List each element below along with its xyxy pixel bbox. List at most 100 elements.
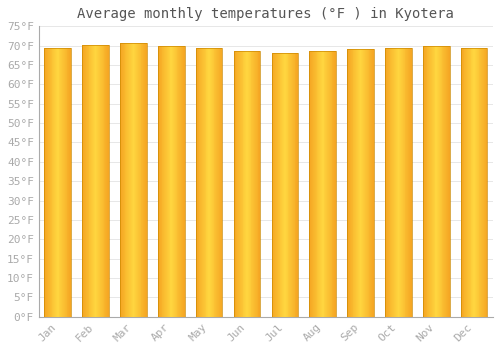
Bar (180, 47, 181, 317)
Bar (277, 54, 278, 317)
Bar (64, 48, 65, 317)
Bar (484, 48, 486, 317)
Bar (250, 51, 252, 317)
Bar (245, 51, 246, 317)
Bar (464, 48, 466, 317)
Bar (236, 51, 238, 317)
Bar (466, 48, 467, 317)
Bar (332, 51, 334, 317)
Bar (283, 54, 284, 317)
Bar (242, 51, 244, 317)
Bar (206, 48, 208, 317)
Bar (467, 48, 468, 317)
Bar (159, 47, 160, 317)
Bar (334, 51, 335, 317)
Bar (348, 49, 374, 317)
Bar (238, 51, 239, 317)
Bar (181, 47, 182, 317)
Bar (482, 48, 483, 317)
Bar (388, 48, 390, 317)
Bar (204, 48, 206, 317)
Bar (434, 47, 436, 317)
Bar (424, 47, 425, 317)
Bar (120, 43, 121, 317)
Bar (132, 43, 134, 317)
Bar (252, 51, 253, 317)
Bar (447, 47, 448, 317)
Bar (468, 48, 469, 317)
Bar (362, 49, 363, 317)
Bar (330, 51, 332, 317)
Bar (319, 51, 320, 317)
Bar (432, 47, 434, 317)
Bar (428, 47, 429, 317)
Bar (234, 51, 260, 317)
Bar (210, 48, 211, 317)
Bar (173, 47, 174, 317)
Bar (220, 48, 222, 317)
Bar (162, 47, 164, 317)
Bar (364, 49, 365, 317)
Bar (401, 48, 402, 317)
Bar (296, 54, 297, 317)
Bar (461, 48, 487, 317)
Bar (84, 45, 85, 317)
Bar (282, 54, 283, 317)
Bar (312, 51, 313, 317)
Bar (255, 51, 256, 317)
Bar (461, 48, 462, 317)
Bar (446, 47, 447, 317)
Bar (256, 51, 258, 317)
Bar (121, 43, 122, 317)
Bar (351, 49, 352, 317)
Bar (158, 47, 184, 317)
Bar (200, 48, 201, 317)
Bar (442, 47, 444, 317)
Bar (142, 43, 143, 317)
Bar (178, 47, 179, 317)
Bar (165, 47, 166, 317)
Bar (398, 48, 400, 317)
Bar (101, 45, 102, 317)
Bar (315, 51, 316, 317)
Bar (258, 51, 260, 317)
Bar (402, 48, 403, 317)
Bar (100, 45, 101, 317)
Bar (201, 48, 202, 317)
Bar (366, 49, 368, 317)
Bar (286, 54, 288, 317)
Bar (128, 43, 129, 317)
Bar (462, 48, 464, 317)
Bar (372, 49, 373, 317)
Bar (106, 45, 107, 317)
Bar (246, 51, 247, 317)
Bar (108, 45, 109, 317)
Bar (87, 45, 88, 317)
Bar (285, 54, 286, 317)
Title: Average monthly temperatures (°F ) in Kyotera: Average monthly temperatures (°F ) in Ky… (78, 7, 454, 21)
Bar (373, 49, 374, 317)
Bar (219, 48, 220, 317)
Bar (57, 48, 58, 317)
Bar (476, 48, 477, 317)
Bar (439, 47, 440, 317)
Bar (254, 51, 255, 317)
Bar (469, 48, 470, 317)
Bar (92, 45, 93, 317)
Bar (477, 48, 478, 317)
Bar (168, 47, 170, 317)
Bar (272, 54, 274, 317)
Bar (474, 48, 475, 317)
Bar (60, 48, 62, 317)
Bar (120, 43, 146, 317)
Bar (86, 45, 87, 317)
Bar (56, 48, 57, 317)
Bar (291, 54, 292, 317)
Bar (50, 48, 51, 317)
Bar (411, 48, 412, 317)
Bar (335, 51, 336, 317)
Bar (481, 48, 482, 317)
Bar (284, 54, 285, 317)
Bar (208, 48, 209, 317)
Bar (486, 48, 488, 317)
